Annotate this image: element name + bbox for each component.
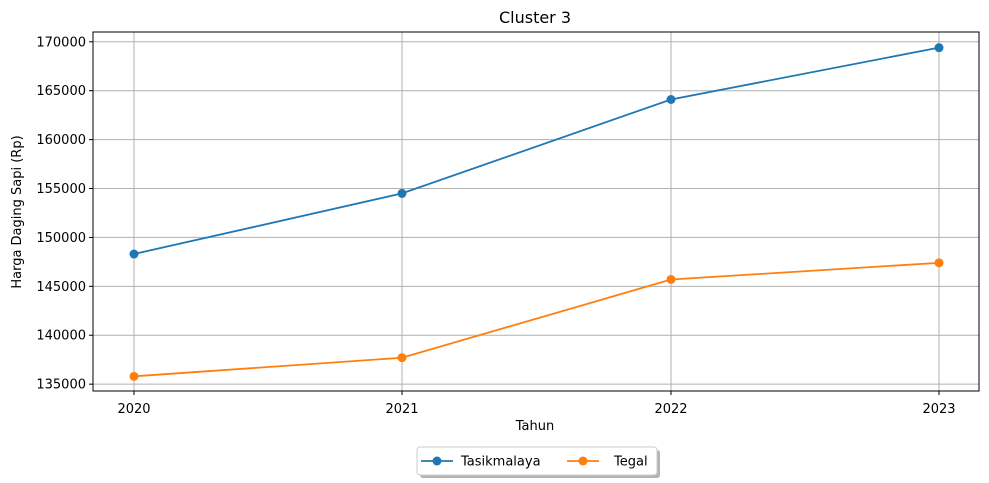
- data-point: [666, 274, 676, 284]
- x-tick-label: 2020: [117, 402, 150, 417]
- legend-entry: Tasikmalaya: [421, 455, 541, 470]
- y-tick-label: 165000: [36, 84, 86, 99]
- x-tick-label: 2023: [922, 402, 955, 417]
- legend: Tasikmalaya Tegal: [416, 446, 660, 478]
- y-tick-label: 135000: [36, 378, 86, 393]
- data-point: [934, 258, 944, 268]
- y-tick-label: 170000: [36, 35, 86, 50]
- data-point: [397, 353, 407, 363]
- data-point: [129, 371, 139, 381]
- legend-label: Tegal: [613, 455, 648, 470]
- series-tegal: [129, 258, 944, 381]
- x-axis-ticks: 2020 2021 2022 2023: [117, 391, 956, 417]
- series-tasikmalaya: [129, 43, 944, 259]
- y-tick-label: 160000: [36, 133, 86, 148]
- series-layer: [129, 43, 944, 381]
- plot-frame: [92, 31, 980, 392]
- data-point: [934, 43, 944, 53]
- y-tick-label: 150000: [36, 231, 86, 246]
- legend-entry: Tegal: [567, 455, 648, 470]
- y-axis-title: Harga Daging Sapi (Rp): [10, 135, 25, 288]
- legend-box: [416, 446, 658, 476]
- data-point: [666, 94, 676, 104]
- y-tick-label: 140000: [36, 329, 86, 344]
- data-point: [129, 249, 139, 259]
- legend-label: Tasikmalaya: [460, 455, 541, 470]
- x-axis-title: Tahun: [515, 419, 554, 434]
- chart-title: Cluster 3: [499, 8, 571, 27]
- y-tick-label: 145000: [36, 280, 86, 295]
- y-tick-label: 155000: [36, 182, 86, 197]
- series-line: [133, 261, 940, 378]
- x-tick-label: 2022: [654, 402, 687, 417]
- legend-marker: [578, 456, 588, 466]
- legend-marker: [432, 456, 442, 466]
- series-line: [133, 46, 940, 255]
- grid-lines: [93, 32, 979, 391]
- data-point: [397, 188, 407, 198]
- y-axis-ticks: 135000 140000 145000 150000 155000 160000 1650…: [36, 35, 93, 393]
- x-tick-label: 2021: [385, 402, 418, 417]
